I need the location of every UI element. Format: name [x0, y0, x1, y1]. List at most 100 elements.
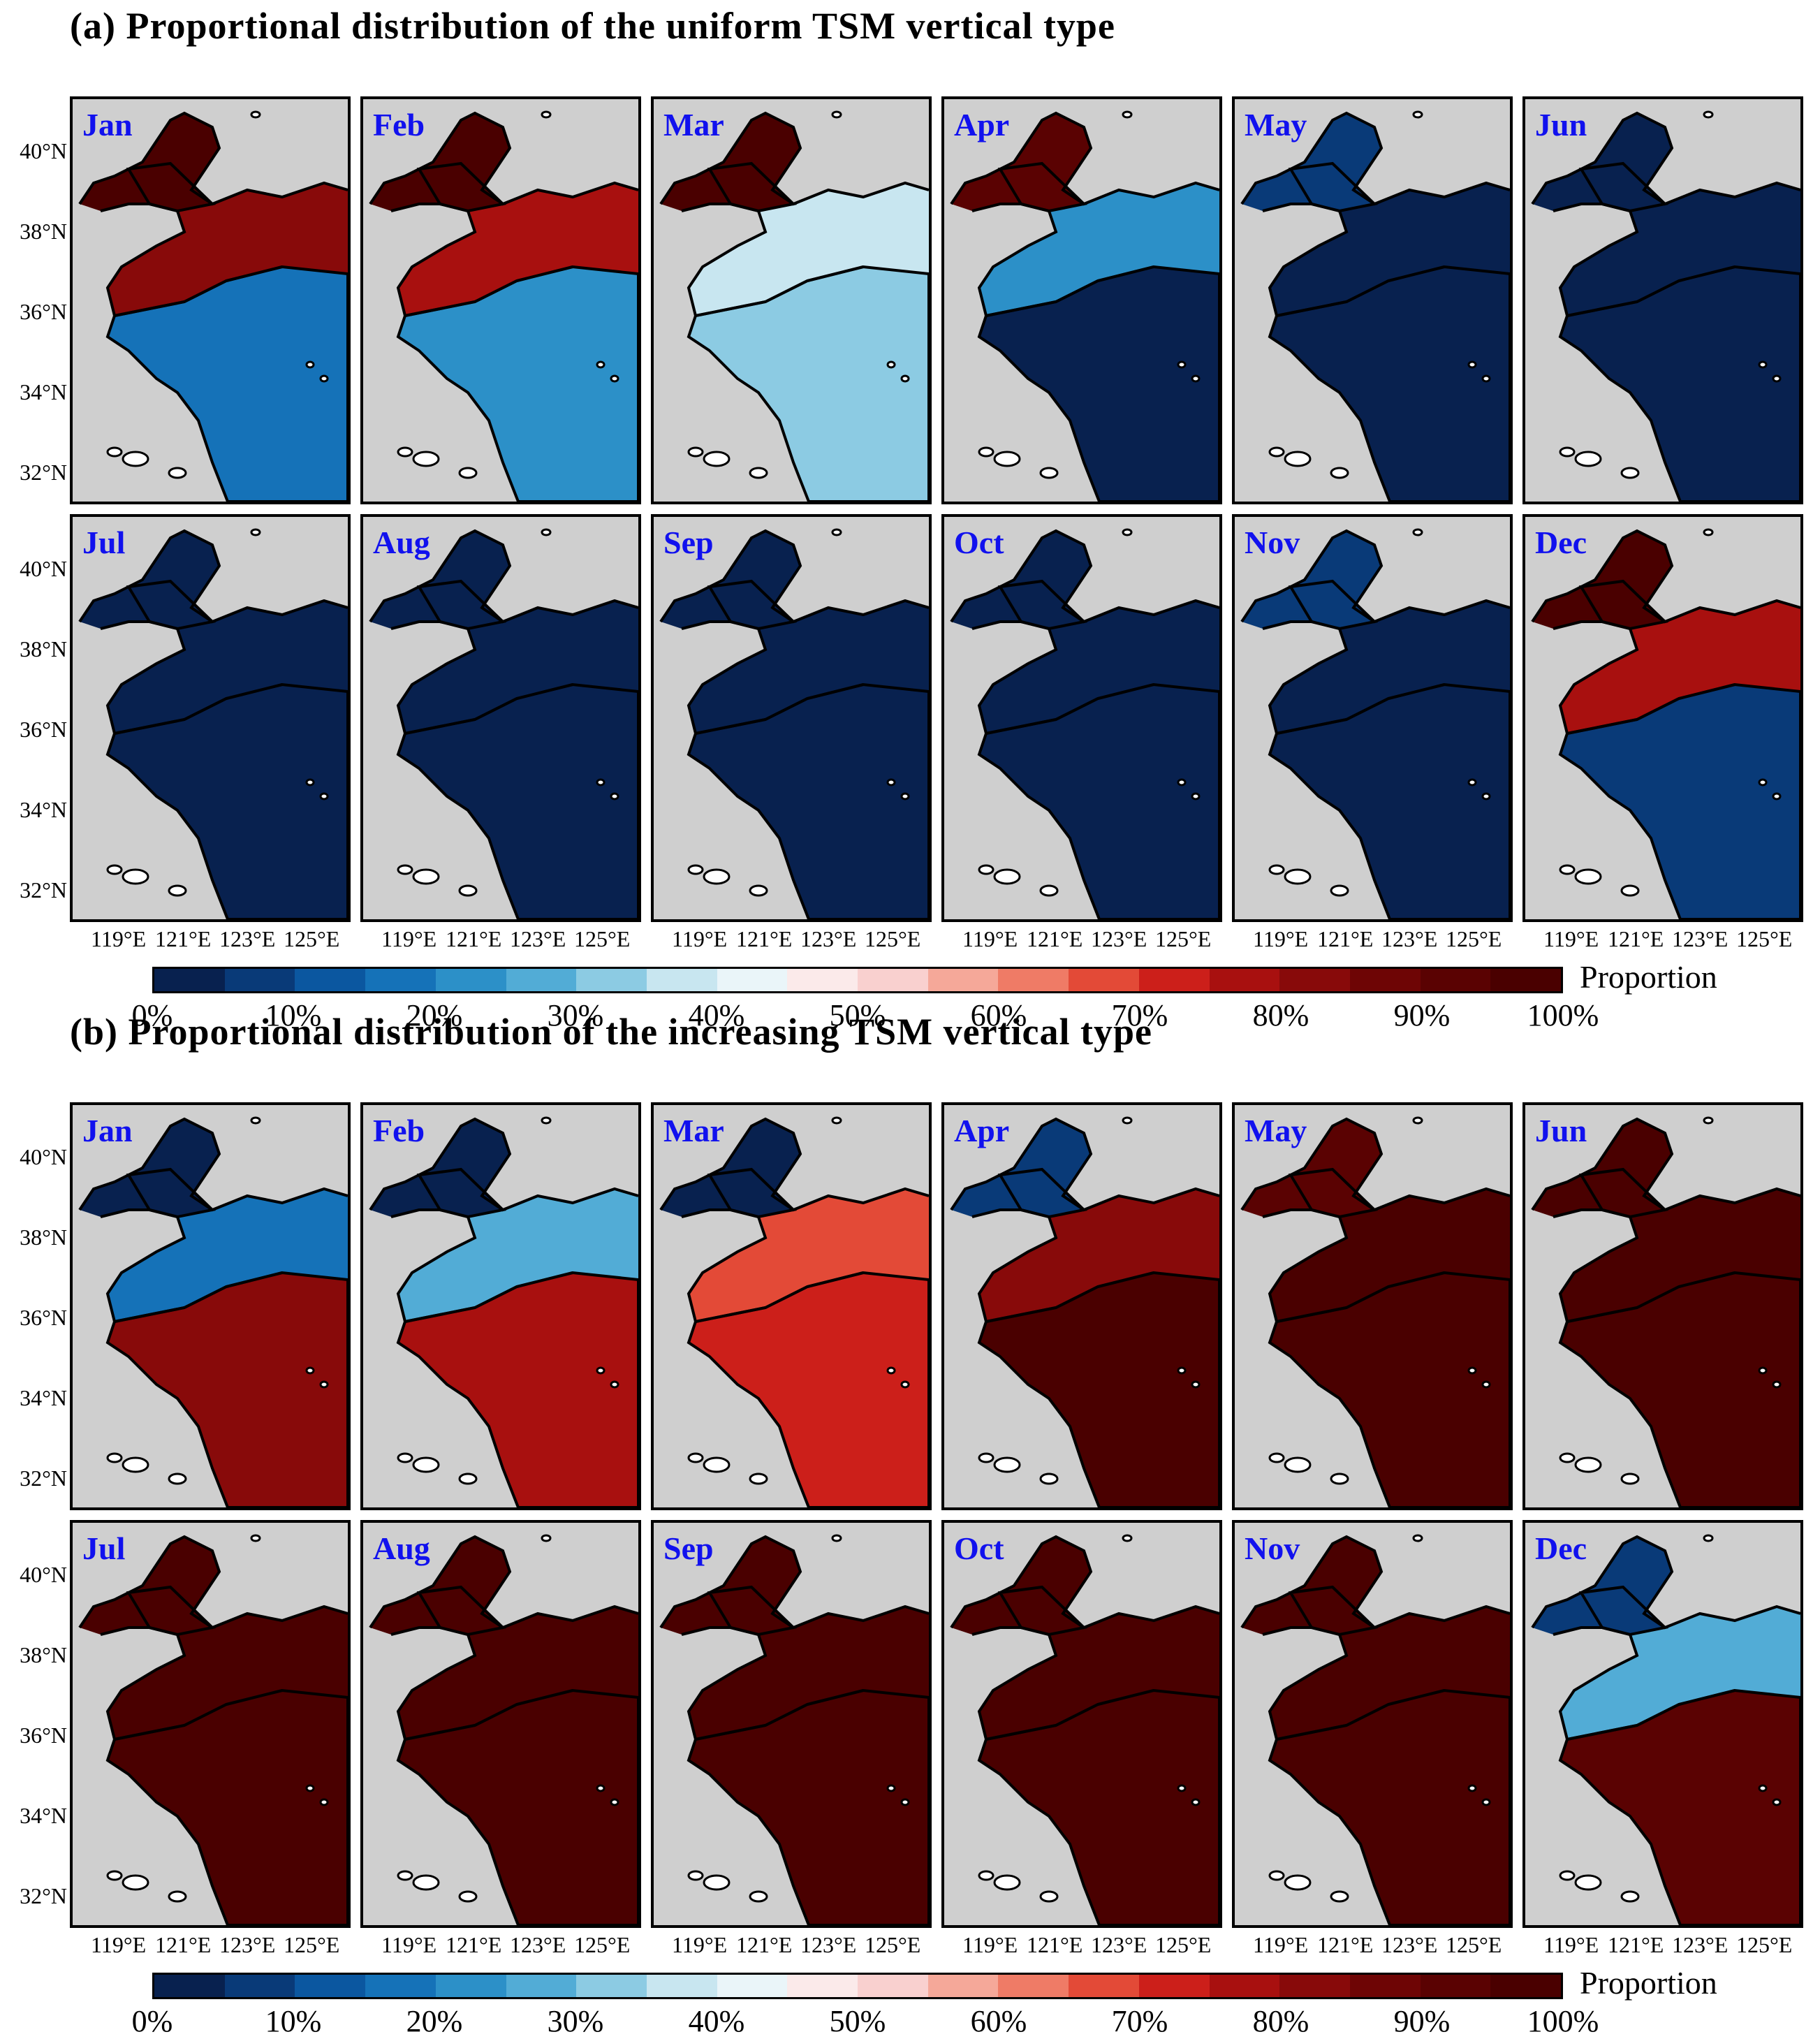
- island-icon: [978, 1870, 995, 1881]
- longitude-label: 121°E: [736, 1932, 793, 1957]
- coastline: [396, 161, 638, 318]
- southern-yellow-sea-region: [1560, 685, 1800, 919]
- latitude-label: 38°N: [20, 219, 67, 244]
- coastline: [369, 529, 512, 631]
- colorbar-tick-label: 30%: [547, 2004, 604, 2038]
- month-label: Mar: [663, 1113, 724, 1148]
- island-icon: [1412, 1534, 1423, 1542]
- sea-map: [369, 1534, 638, 1925]
- island-icon: [458, 1472, 478, 1485]
- southern-yellow-sea-region: [398, 685, 638, 919]
- southern-yellow-sea-region: [398, 1690, 638, 1925]
- island-icon: [610, 1798, 619, 1806]
- island-icon: [1039, 884, 1059, 897]
- coastline: [950, 1535, 1093, 1637]
- longitude-label: 119°E: [1543, 1932, 1599, 1957]
- map-panel-aug: Aug: [360, 514, 641, 922]
- longitude-label: 125°E: [1155, 1932, 1212, 1957]
- latitude-label: 32°N: [20, 460, 67, 485]
- island-icon: [900, 374, 910, 383]
- latitude-label: 32°N: [20, 1466, 67, 1491]
- map-panel-aug: Aug: [360, 1520, 641, 1928]
- island-icon: [703, 868, 731, 885]
- map-panel-oct: Oct: [941, 514, 1222, 922]
- coastline: [950, 1117, 1093, 1219]
- island-icon: [305, 1366, 315, 1375]
- island-icon: [1268, 446, 1285, 458]
- map-panel-nov: Nov: [1232, 1520, 1513, 1928]
- island-icon: [106, 1870, 123, 1881]
- colorbar-segment: [717, 969, 788, 991]
- island-icon: [1330, 467, 1349, 479]
- island-icon: [305, 778, 315, 787]
- island-icon: [993, 868, 1021, 885]
- island-icon: [1703, 110, 1714, 119]
- island-icon: [993, 1874, 1021, 1891]
- bohai-strait-region: [710, 163, 793, 211]
- coastline: [977, 1585, 1219, 1741]
- bohai-strait-region: [1291, 163, 1374, 211]
- latitude-label: 38°N: [20, 1225, 67, 1250]
- sea-map: [950, 1116, 1219, 1507]
- colorbar-tick-label: 0%: [131, 2004, 173, 2038]
- panel-grid: Jan 40°N 38°N 36°N 34°N 32°N Feb Mar Apr May Jun Ju…: [0, 0, 1820, 1032]
- sea-map: [1531, 1116, 1800, 1507]
- bohai-strait-region: [1291, 1169, 1374, 1217]
- map-panel-jan: Jan: [70, 96, 351, 504]
- bohai-strait-region: [1291, 1587, 1374, 1635]
- bohai-strait-region: [129, 581, 212, 629]
- island-icon: [1620, 467, 1640, 479]
- map-panel-oct: Oct: [941, 1520, 1222, 1928]
- coastline: [396, 1167, 638, 1324]
- longitude-label: 121°E: [736, 926, 793, 951]
- colorbar-segment: [365, 969, 436, 991]
- map-panel-jan: Jan: [70, 1102, 351, 1510]
- coastline: [1268, 161, 1510, 318]
- island-icon: [1122, 1534, 1133, 1542]
- island-icon: [1574, 1874, 1602, 1891]
- island-icon: [397, 864, 413, 875]
- southern-yellow-sea-region: [979, 1690, 1219, 1925]
- colorbar-segment: [435, 969, 506, 991]
- bohai-strait-region: [1000, 1587, 1084, 1635]
- longitude-label: 125°E: [865, 1932, 921, 1957]
- month-label: Jun: [1535, 1113, 1587, 1148]
- colorbar-segment: [506, 1975, 577, 1997]
- island-icon: [831, 1534, 842, 1542]
- island-icon: [831, 1116, 842, 1125]
- map-panel-sep: Sep: [651, 514, 932, 922]
- island-icon: [168, 1890, 187, 1903]
- island-icon: [168, 884, 187, 897]
- latitude-label: 40°N: [20, 1144, 67, 1169]
- island-icon: [1177, 778, 1187, 787]
- colorbar-tick-label: 90%: [1393, 2004, 1451, 2038]
- longitude-label: 123°E: [1672, 1932, 1729, 1957]
- bohai-strait-region: [710, 1169, 793, 1217]
- bohai-strait-region: [419, 1169, 503, 1217]
- sea-map: [1531, 1534, 1800, 1925]
- island-icon: [1412, 528, 1423, 536]
- map-panel-dec: Dec: [1522, 514, 1803, 922]
- longitude-label: 121°E: [155, 926, 212, 951]
- island-icon: [1703, 1534, 1714, 1542]
- colorbar-segment: [365, 1975, 436, 1997]
- island-icon: [1559, 1452, 1576, 1463]
- island-icon: [412, 1456, 440, 1473]
- coastline: [687, 1167, 929, 1324]
- coastline: [1558, 579, 1800, 736]
- sea-map: [950, 528, 1219, 919]
- coastline: [396, 579, 638, 736]
- colorbar-segment: [927, 1975, 999, 1997]
- longitude-label: 119°E: [91, 926, 147, 951]
- colorbar-segment: [1349, 969, 1421, 991]
- island-icon: [978, 864, 995, 875]
- island-icon: [1122, 1116, 1133, 1125]
- map-panel-dec: Dec: [1522, 1520, 1803, 1928]
- bohai-strait-region: [419, 1587, 503, 1635]
- island-icon: [703, 1874, 731, 1891]
- island-icon: [1191, 374, 1201, 383]
- island-icon: [1772, 1798, 1782, 1806]
- coastline: [105, 1167, 348, 1324]
- colorbar-segment: [1279, 969, 1350, 991]
- island-icon: [1620, 1472, 1640, 1485]
